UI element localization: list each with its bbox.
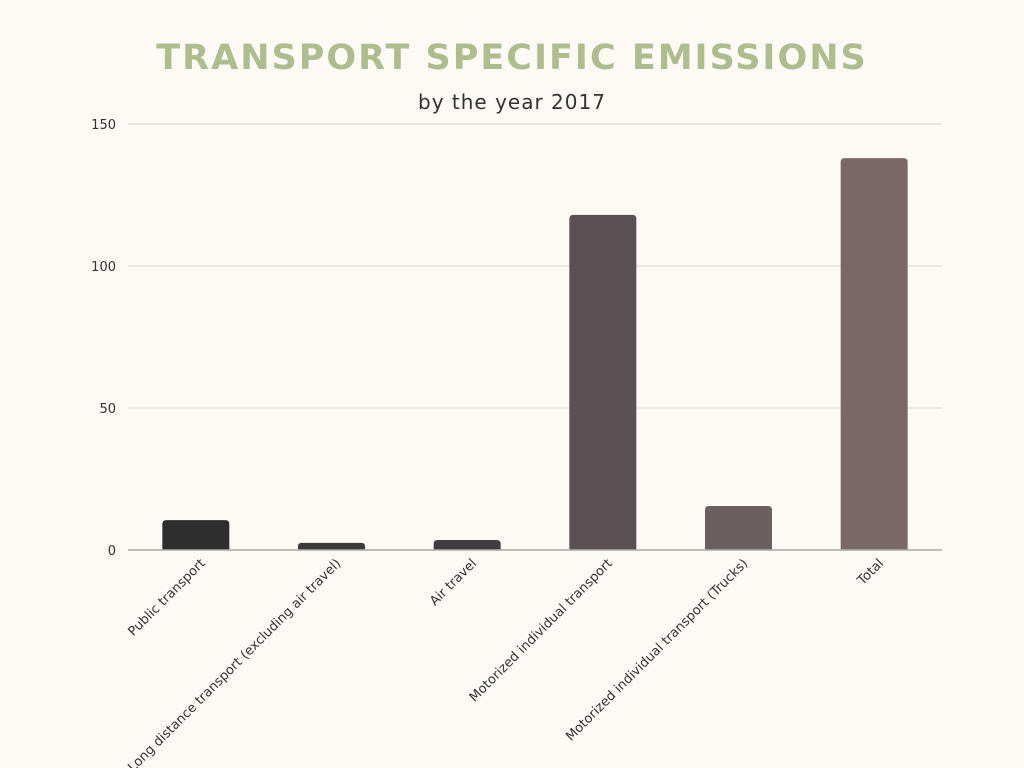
x-category-label: Public transport (125, 556, 208, 639)
y-tick-label: 50 (99, 402, 116, 417)
bar-4 (705, 505, 772, 550)
x-category-label: Air travel (427, 556, 480, 609)
bar-5 (840, 158, 908, 550)
chart-subtitle: by the year 2017 (418, 90, 606, 114)
chart-title: TRANSPORT SPECIFIC EMISSIONS (156, 38, 868, 78)
x-category-label: Long distance transport (excluding air t… (125, 556, 344, 768)
bar-0 (162, 520, 230, 550)
y-tick-label: 100 (91, 260, 116, 275)
y-tick-label: 150 (91, 118, 116, 133)
bar-3 (569, 214, 637, 550)
y-tick-label: 0 (108, 544, 116, 559)
x-category-label: Motorized individual transport (467, 556, 616, 705)
bar-1 (298, 542, 365, 550)
x-category-label: Total (854, 556, 887, 589)
bar-2 (433, 540, 501, 550)
